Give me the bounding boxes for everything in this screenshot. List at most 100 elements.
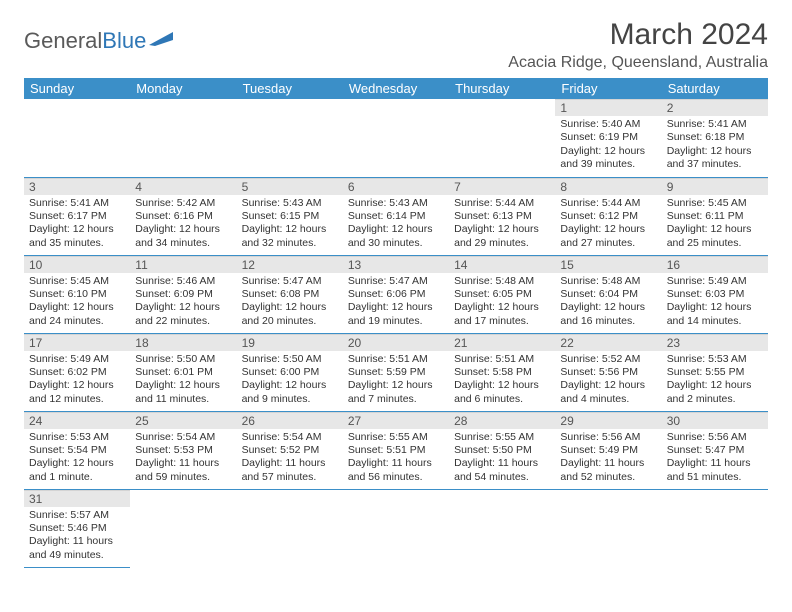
day-header: Friday	[555, 78, 661, 99]
day-number: 25	[130, 412, 236, 429]
day-header: Wednesday	[343, 78, 449, 99]
day-details: Sunrise: 5:43 AMSunset: 6:15 PMDaylight:…	[237, 195, 343, 255]
day-details: Sunrise: 5:48 AMSunset: 6:05 PMDaylight:…	[449, 273, 555, 333]
day-number: 6	[343, 178, 449, 195]
day-number: 17	[24, 334, 130, 351]
calendar-empty	[555, 489, 661, 567]
calendar-day: 18Sunrise: 5:50 AMSunset: 6:01 PMDayligh…	[130, 333, 236, 411]
calendar-day: 5Sunrise: 5:43 AMSunset: 6:15 PMDaylight…	[237, 177, 343, 255]
logo: GeneralBlue	[24, 18, 175, 54]
day-number: 1	[555, 99, 661, 116]
calendar-day: 25Sunrise: 5:54 AMSunset: 5:53 PMDayligh…	[130, 411, 236, 489]
calendar-empty	[130, 99, 236, 177]
day-details: Sunrise: 5:44 AMSunset: 6:13 PMDaylight:…	[449, 195, 555, 255]
day-details: Sunrise: 5:57 AMSunset: 5:46 PMDaylight:…	[24, 507, 130, 567]
day-number: 5	[237, 178, 343, 195]
day-details: Sunrise: 5:49 AMSunset: 6:03 PMDaylight:…	[662, 273, 768, 333]
day-details: Sunrise: 5:44 AMSunset: 6:12 PMDaylight:…	[555, 195, 661, 255]
day-details: Sunrise: 5:41 AMSunset: 6:17 PMDaylight:…	[24, 195, 130, 255]
calendar-day: 8Sunrise: 5:44 AMSunset: 6:12 PMDaylight…	[555, 177, 661, 255]
day-number: 20	[343, 334, 449, 351]
day-number: 16	[662, 256, 768, 273]
day-details: Sunrise: 5:54 AMSunset: 5:52 PMDaylight:…	[237, 429, 343, 489]
calendar-empty	[343, 489, 449, 567]
day-details: Sunrise: 5:45 AMSunset: 6:11 PMDaylight:…	[662, 195, 768, 255]
day-details: Sunrise: 5:56 AMSunset: 5:49 PMDaylight:…	[555, 429, 661, 489]
calendar-empty	[24, 99, 130, 177]
calendar-day: 7Sunrise: 5:44 AMSunset: 6:13 PMDaylight…	[449, 177, 555, 255]
day-number: 12	[237, 256, 343, 273]
calendar-week: 24Sunrise: 5:53 AMSunset: 5:54 PMDayligh…	[24, 411, 768, 489]
calendar-day: 2Sunrise: 5:41 AMSunset: 6:18 PMDaylight…	[662, 99, 768, 177]
day-details: Sunrise: 5:47 AMSunset: 6:08 PMDaylight:…	[237, 273, 343, 333]
day-number: 29	[555, 412, 661, 429]
day-details: Sunrise: 5:40 AMSunset: 6:19 PMDaylight:…	[555, 116, 661, 176]
day-details: Sunrise: 5:53 AMSunset: 5:55 PMDaylight:…	[662, 351, 768, 411]
day-details: Sunrise: 5:42 AMSunset: 6:16 PMDaylight:…	[130, 195, 236, 255]
calendar-day: 10Sunrise: 5:45 AMSunset: 6:10 PMDayligh…	[24, 255, 130, 333]
calendar-day: 17Sunrise: 5:49 AMSunset: 6:02 PMDayligh…	[24, 333, 130, 411]
day-number: 27	[343, 412, 449, 429]
logo-text-blue: Blue	[102, 28, 146, 54]
day-header-row: SundayMondayTuesdayWednesdayThursdayFrid…	[24, 78, 768, 99]
day-header: Tuesday	[237, 78, 343, 99]
calendar-day: 14Sunrise: 5:48 AMSunset: 6:05 PMDayligh…	[449, 255, 555, 333]
location-label: Acacia Ridge, Queensland, Australia	[508, 54, 768, 72]
day-details: Sunrise: 5:56 AMSunset: 5:47 PMDaylight:…	[662, 429, 768, 489]
day-number: 24	[24, 412, 130, 429]
day-details: Sunrise: 5:51 AMSunset: 5:58 PMDaylight:…	[449, 351, 555, 411]
day-details: Sunrise: 5:54 AMSunset: 5:53 PMDaylight:…	[130, 429, 236, 489]
day-header: Sunday	[24, 78, 130, 99]
day-details: Sunrise: 5:55 AMSunset: 5:50 PMDaylight:…	[449, 429, 555, 489]
calendar-empty	[130, 489, 236, 567]
calendar-week: 10Sunrise: 5:45 AMSunset: 6:10 PMDayligh…	[24, 255, 768, 333]
calendar-day: 4Sunrise: 5:42 AMSunset: 6:16 PMDaylight…	[130, 177, 236, 255]
day-number: 3	[24, 178, 130, 195]
day-details: Sunrise: 5:47 AMSunset: 6:06 PMDaylight:…	[343, 273, 449, 333]
day-number: 14	[449, 256, 555, 273]
day-details: Sunrise: 5:50 AMSunset: 6:01 PMDaylight:…	[130, 351, 236, 411]
day-number: 11	[130, 256, 236, 273]
calendar-week: 3Sunrise: 5:41 AMSunset: 6:17 PMDaylight…	[24, 177, 768, 255]
day-number: 28	[449, 412, 555, 429]
day-details: Sunrise: 5:45 AMSunset: 6:10 PMDaylight:…	[24, 273, 130, 333]
day-header: Monday	[130, 78, 236, 99]
calendar-day: 22Sunrise: 5:52 AMSunset: 5:56 PMDayligh…	[555, 333, 661, 411]
calendar-day: 3Sunrise: 5:41 AMSunset: 6:17 PMDaylight…	[24, 177, 130, 255]
day-details: Sunrise: 5:43 AMSunset: 6:14 PMDaylight:…	[343, 195, 449, 255]
day-number: 2	[662, 99, 768, 116]
calendar-day: 12Sunrise: 5:47 AMSunset: 6:08 PMDayligh…	[237, 255, 343, 333]
calendar-day: 15Sunrise: 5:48 AMSunset: 6:04 PMDayligh…	[555, 255, 661, 333]
calendar-day: 26Sunrise: 5:54 AMSunset: 5:52 PMDayligh…	[237, 411, 343, 489]
title-block: March 2024 Acacia Ridge, Queensland, Aus…	[508, 18, 768, 72]
calendar-day: 6Sunrise: 5:43 AMSunset: 6:14 PMDaylight…	[343, 177, 449, 255]
calendar-day: 30Sunrise: 5:56 AMSunset: 5:47 PMDayligh…	[662, 411, 768, 489]
calendar-day: 13Sunrise: 5:47 AMSunset: 6:06 PMDayligh…	[343, 255, 449, 333]
calendar-day: 27Sunrise: 5:55 AMSunset: 5:51 PMDayligh…	[343, 411, 449, 489]
day-header: Thursday	[449, 78, 555, 99]
day-details: Sunrise: 5:46 AMSunset: 6:09 PMDaylight:…	[130, 273, 236, 333]
calendar-day: 20Sunrise: 5:51 AMSunset: 5:59 PMDayligh…	[343, 333, 449, 411]
calendar-empty	[449, 489, 555, 567]
calendar-day: 24Sunrise: 5:53 AMSunset: 5:54 PMDayligh…	[24, 411, 130, 489]
calendar-day: 21Sunrise: 5:51 AMSunset: 5:58 PMDayligh…	[449, 333, 555, 411]
day-details: Sunrise: 5:41 AMSunset: 6:18 PMDaylight:…	[662, 116, 768, 176]
day-number: 13	[343, 256, 449, 273]
day-number: 8	[555, 178, 661, 195]
calendar-day: 23Sunrise: 5:53 AMSunset: 5:55 PMDayligh…	[662, 333, 768, 411]
calendar-week: 31Sunrise: 5:57 AMSunset: 5:46 PMDayligh…	[24, 489, 768, 567]
day-number: 10	[24, 256, 130, 273]
day-number: 22	[555, 334, 661, 351]
day-number: 31	[24, 490, 130, 507]
day-number: 23	[662, 334, 768, 351]
logo-text-gray: General	[24, 28, 102, 54]
calendar-table: SundayMondayTuesdayWednesdayThursdayFrid…	[24, 78, 768, 568]
calendar-empty	[237, 489, 343, 567]
day-number: 9	[662, 178, 768, 195]
day-number: 30	[662, 412, 768, 429]
calendar-day: 9Sunrise: 5:45 AMSunset: 6:11 PMDaylight…	[662, 177, 768, 255]
day-number: 15	[555, 256, 661, 273]
day-details: Sunrise: 5:53 AMSunset: 5:54 PMDaylight:…	[24, 429, 130, 489]
calendar-day: 31Sunrise: 5:57 AMSunset: 5:46 PMDayligh…	[24, 489, 130, 567]
day-number: 19	[237, 334, 343, 351]
